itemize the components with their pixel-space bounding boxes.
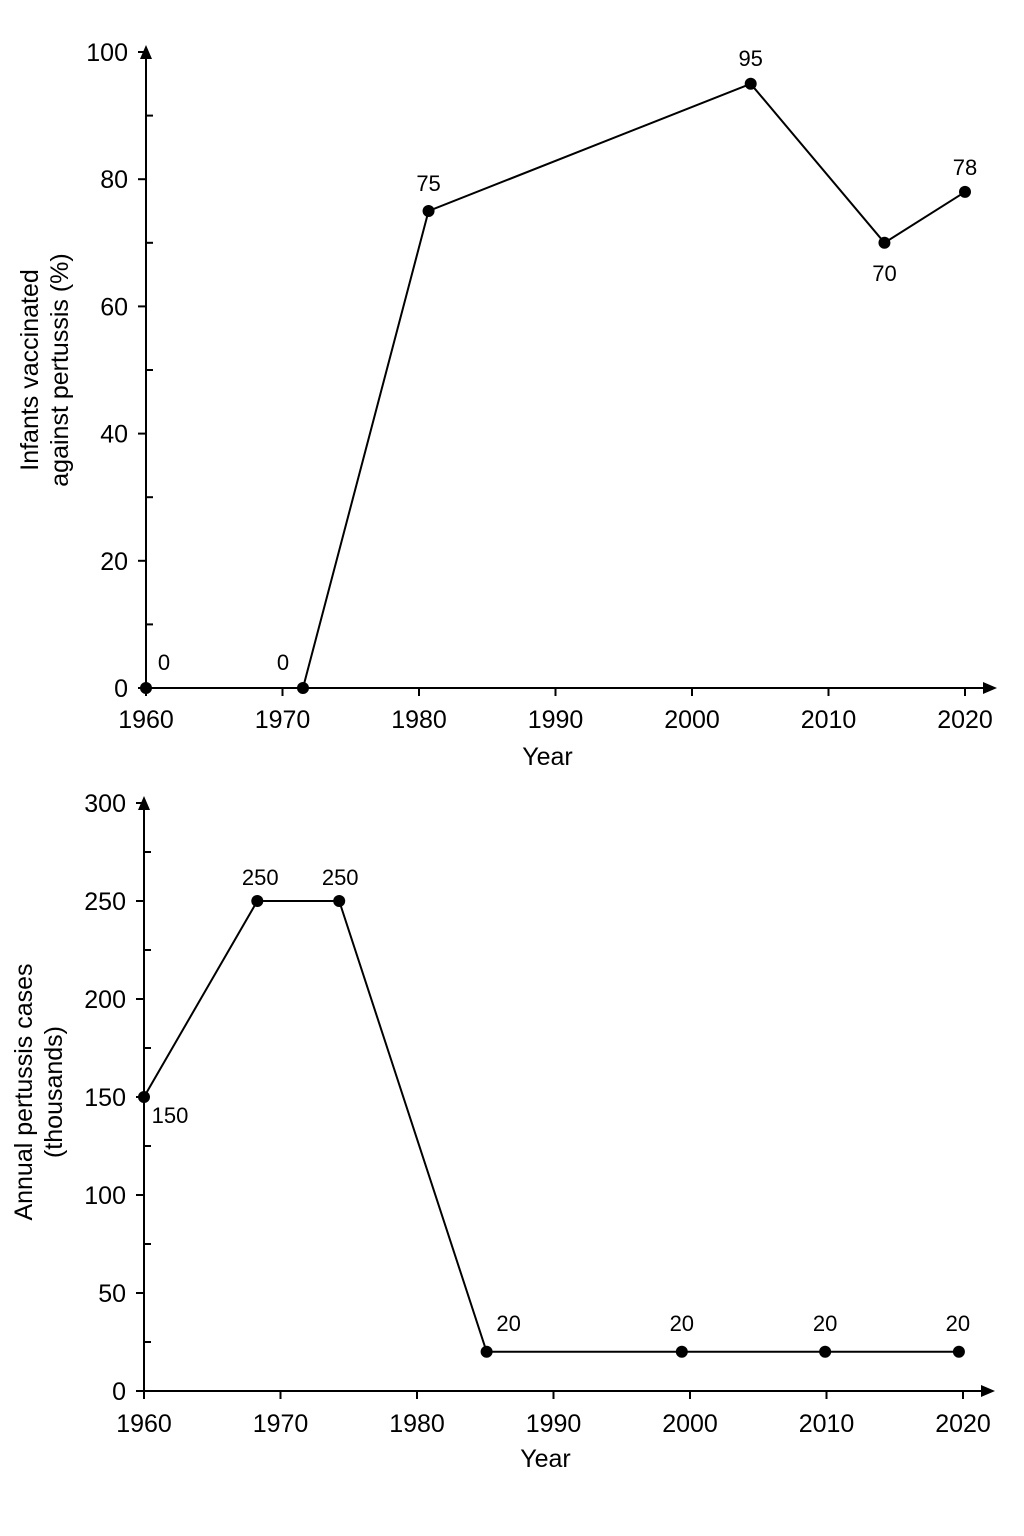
y-tick-label: 50 <box>98 1280 126 1308</box>
data-point <box>251 895 264 907</box>
x-tick-label: 2000 <box>662 1410 718 1438</box>
y-tick-label: 0 <box>112 1378 126 1406</box>
cases-chart: 0 50 100 150 200 250 300 1960 1970 1980 1990 2000 20… <box>10 790 995 1473</box>
y-tick-label: 20 <box>100 548 128 576</box>
data-label: 70 <box>872 261 896 286</box>
x-tick-label: 1960 <box>118 706 174 734</box>
x-tick-label: 2010 <box>799 1410 855 1438</box>
y-tick-label: 60 <box>100 293 128 321</box>
data-point <box>675 1345 688 1358</box>
data-point <box>138 1091 150 1103</box>
x-tick-label: 1980 <box>389 1410 445 1438</box>
x-tick-label: 1960 <box>116 1410 172 1438</box>
data-label: 78 <box>953 155 977 180</box>
data-point <box>296 682 309 694</box>
data-label: 150 <box>152 1103 189 1128</box>
data-label: 0 <box>158 650 170 675</box>
x-tick-label: 1980 <box>391 706 447 734</box>
y-tick-label: 80 <box>100 166 128 194</box>
y-tick-label: 0 <box>114 675 128 703</box>
y-tick-label: 250 <box>84 888 126 916</box>
x-axis-title: Year <box>522 743 573 771</box>
vaccination-chart: 0 20 40 60 80 100 1960 1970 1980 1990 2000 2010 2020… <box>16 39 997 771</box>
x-tick-label: 2010 <box>801 706 857 734</box>
x-axis-title: Year <box>520 1445 571 1473</box>
data-point <box>422 205 435 217</box>
x-axis-arrow <box>981 1385 995 1397</box>
x-tick-label: 1970 <box>255 706 311 734</box>
y-tick-label: 300 <box>84 790 126 818</box>
y-axis-title-line: (thousands) <box>40 1026 68 1158</box>
y-tick-label: 150 <box>84 1084 126 1112</box>
x-tick-label: 2020 <box>935 1410 991 1438</box>
data-point <box>333 895 346 907</box>
data-point <box>819 1345 832 1358</box>
data-label: 20 <box>670 1311 694 1336</box>
data-label: 20 <box>496 1311 520 1336</box>
data-point <box>744 77 757 90</box>
x-tick-label: 2020 <box>937 706 993 734</box>
x-tick-label: 1990 <box>528 706 584 734</box>
data-label: 20 <box>946 1311 970 1336</box>
data-label: 20 <box>813 1311 837 1336</box>
y-tick-label: 40 <box>100 421 128 449</box>
y-axis-title-line: Annual pertussis cases <box>10 963 38 1220</box>
data-label: 250 <box>242 865 279 890</box>
y-tick-label: 100 <box>84 1182 126 1210</box>
y-tick-label: 100 <box>86 39 128 67</box>
data-point <box>140 682 152 694</box>
x-tick-label: 2000 <box>664 706 720 734</box>
data-label: 250 <box>322 865 359 890</box>
x-tick-label: 1970 <box>253 1410 309 1438</box>
y-axis-title-line: against pertussis (%) <box>46 253 74 486</box>
data-point <box>959 185 971 198</box>
x-tick-label: 1990 <box>526 1410 582 1438</box>
x-axis-arrow <box>983 682 997 694</box>
series-line <box>146 82 966 689</box>
data-label: 0 <box>277 650 289 675</box>
data-point <box>878 236 891 249</box>
y-tick-label: 200 <box>84 986 126 1014</box>
data-label: 75 <box>416 171 440 196</box>
y-axis-title-line: Infants vaccinated <box>16 269 44 471</box>
data-point <box>952 1345 965 1358</box>
series-line <box>143 900 959 1353</box>
data-label: 95 <box>738 46 762 71</box>
data-point <box>480 1345 493 1358</box>
